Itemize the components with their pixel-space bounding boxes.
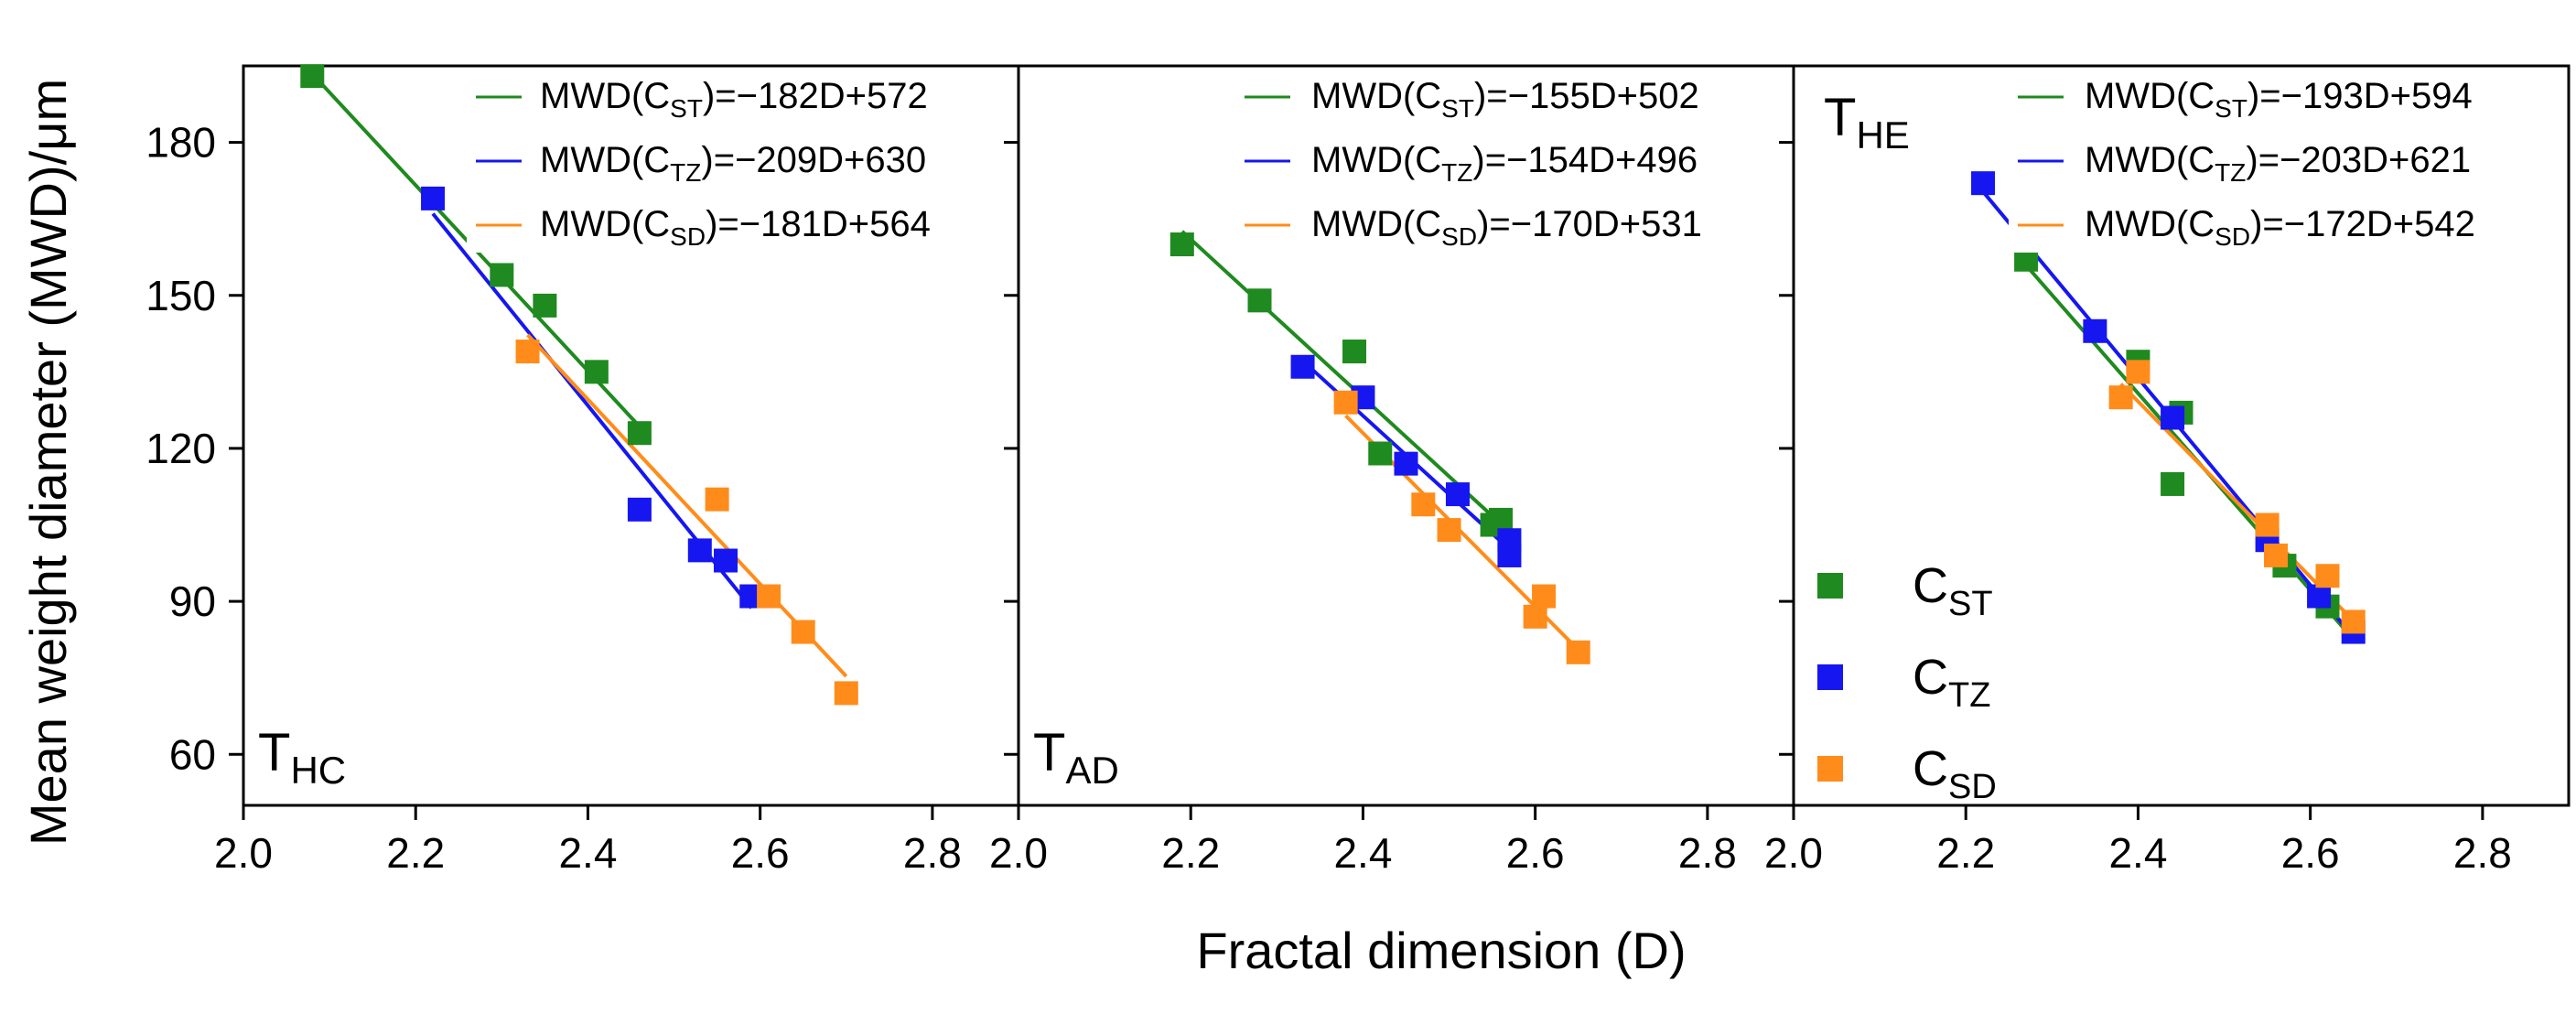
shared-labels: Mean weight diameter (MWD)/μm Fractal di… <box>19 79 1687 979</box>
legend-marker-sd <box>1817 756 1843 782</box>
data-point-csd <box>757 584 781 609</box>
panel-hc: 2.0 2.2 2.4 2.6 2.8 60 90 120 150 180 MWD(CST)=−18… <box>146 64 1020 877</box>
x-tick-label: 2.6 <box>2281 829 2340 877</box>
fit-line-csd <box>526 333 848 678</box>
x-tick-label: 2.0 <box>214 829 273 877</box>
y-tick-label: 180 <box>146 119 216 167</box>
y-tick-label: 150 <box>146 272 216 319</box>
x-tick-label: 2.2 <box>386 829 445 877</box>
data-point-cst <box>1247 288 1272 313</box>
x-axis-title: Fractal dimension (D) <box>1196 922 1686 979</box>
equation-label: MWD(CSD)=−181D+564 <box>540 204 931 251</box>
data-point-ctz <box>627 497 652 522</box>
data-point-ctz <box>714 548 738 573</box>
data-point-csd <box>834 681 858 706</box>
data-point-csd <box>791 620 815 644</box>
data-point-ctz <box>1394 451 1418 476</box>
data-point-cst <box>627 421 652 446</box>
equation-label: MWD(CTZ)=−209D+630 <box>540 140 926 187</box>
equation-label: MWD(CSD)=−172D+542 <box>2085 204 2475 251</box>
x-tick-label: 2.6 <box>731 829 790 877</box>
legend-label: CSD <box>1913 741 1997 806</box>
x-tick-label: 2.2 <box>1936 829 1995 877</box>
x-tick-label: 2.0 <box>1764 829 1823 877</box>
panel-label: THE <box>1824 88 1910 156</box>
legend-label: CTZ <box>1913 650 1990 715</box>
data-point-ctz <box>2161 405 2185 430</box>
panels-group: 2.0 2.2 2.4 2.6 2.8 60 90 120 150 180 MWD(CST)=−18… <box>146 64 2571 877</box>
data-point-ctz <box>2083 318 2107 343</box>
data-point-cst <box>1342 340 1367 364</box>
data-point-cst <box>300 64 325 89</box>
legend-marker-st <box>1817 573 1843 599</box>
panel-frame <box>1792 64 2571 807</box>
data-point-ctz <box>687 538 712 563</box>
y-tick-label: 60 <box>169 730 216 778</box>
data-point-csd <box>2126 360 2150 384</box>
data-point-csd <box>2341 609 2366 634</box>
data-point-csd <box>2315 564 2340 588</box>
data-point-ctz <box>421 186 446 210</box>
data-point-cst <box>533 293 557 318</box>
data-point-cst <box>1169 232 1194 257</box>
x-tick-label: 2.8 <box>2453 829 2512 877</box>
legend: CST CTZ CSD <box>1817 558 1997 806</box>
data-point-csd <box>1532 584 1557 609</box>
equation-label: MWD(CST)=−193D+594 <box>2085 76 2473 123</box>
x-tick-label: 2.0 <box>989 829 1048 877</box>
y-tick-label: 90 <box>169 577 216 625</box>
data-point-csd <box>1411 492 1436 517</box>
data-point-ctz <box>1497 543 1522 567</box>
fit-line-cst <box>1180 230 1503 525</box>
x-tick-label: 2.4 <box>558 829 617 877</box>
data-point-csd <box>705 487 729 512</box>
panel-label: TAD <box>1033 723 1119 792</box>
equation-label: MWD(CTZ)=−203D+621 <box>2085 140 2471 187</box>
x-tick-label: 2.4 <box>1333 829 1392 877</box>
data-point-csd <box>2264 543 2289 567</box>
data-point-ctz <box>1445 482 1470 507</box>
data-point-ctz <box>1290 354 1315 379</box>
x-tick-label: 2.2 <box>1161 829 1220 877</box>
legend-label: CST <box>1913 558 1993 623</box>
data-point-ctz <box>2307 584 2332 609</box>
fit-line-csd <box>2119 383 2355 622</box>
data-point-cst <box>2161 471 2185 496</box>
x-tick-label: 2.4 <box>2108 829 2167 877</box>
data-point-cst <box>490 263 514 287</box>
data-point-cst <box>1489 507 1514 532</box>
legend-marker-tz <box>1817 664 1843 690</box>
data-point-csd <box>515 340 540 364</box>
data-point-csd <box>1437 518 1461 543</box>
equation-label: MWD(CTZ)=−154D+496 <box>1311 140 1698 187</box>
y-tick-label: 120 <box>146 425 216 472</box>
equation-label: MWD(CST)=−182D+572 <box>540 76 928 123</box>
panel-he: 2.0 2.2 2.4 2.6 2.8 MWD(CST)=−193D+594 MWD(CTZ… <box>1764 64 2571 877</box>
data-point-cst <box>584 360 609 384</box>
panel-ad: 2.0 2.2 2.4 2.6 2.8 MWD(CST)=−155D+502 MWD(CTZ… <box>989 64 1795 877</box>
equation-label: MWD(CSD)=−170D+531 <box>1311 204 1702 251</box>
panel-label: THC <box>258 723 346 792</box>
data-point-csd <box>1523 604 1547 629</box>
x-tick-label: 2.8 <box>903 829 962 877</box>
y-axis-title: Mean weight diameter (MWD)/μm <box>19 79 77 846</box>
data-point-csd <box>2255 512 2280 537</box>
data-point-cst <box>1368 441 1393 466</box>
data-point-csd <box>1566 640 1590 664</box>
data-point-csd <box>2108 385 2133 410</box>
data-point-ctz <box>1971 171 1996 196</box>
x-tick-label: 2.8 <box>1678 829 1737 877</box>
equation-label: MWD(CST)=−155D+502 <box>1311 76 1699 123</box>
data-point-csd <box>1333 390 1358 415</box>
x-tick-label: 2.6 <box>1506 829 1565 877</box>
